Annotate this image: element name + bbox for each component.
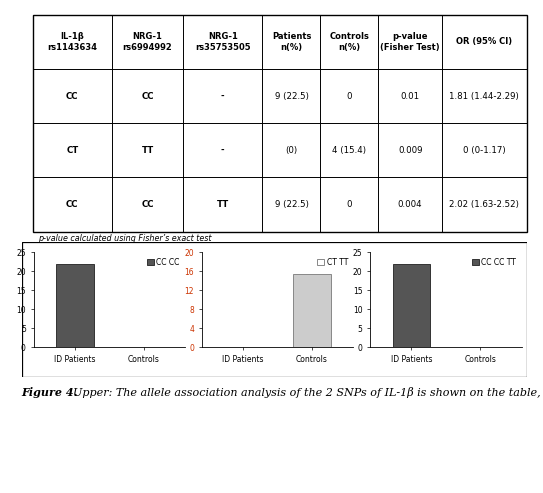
Text: Controls
n(%): Controls n(%) bbox=[330, 32, 369, 52]
Text: 0 (0-1.17): 0 (0-1.17) bbox=[463, 146, 506, 155]
Text: 0.004: 0.004 bbox=[398, 200, 422, 209]
Text: Figure 4.: Figure 4. bbox=[22, 387, 78, 398]
Text: 0: 0 bbox=[347, 200, 352, 209]
Text: 9 (22.5): 9 (22.5) bbox=[275, 200, 308, 209]
Text: CT: CT bbox=[66, 146, 78, 155]
Text: Upper: The allele association analysis of the 2 SNPs of IL-1β is shown on the ta: Upper: The allele association analysis o… bbox=[66, 387, 543, 398]
Bar bbox=[56, 264, 94, 347]
Legend: CC CC: CC CC bbox=[146, 256, 181, 268]
Text: NRG-1
rs6994992: NRG-1 rs6994992 bbox=[123, 32, 172, 52]
Text: 9 (22.5): 9 (22.5) bbox=[275, 92, 308, 101]
Text: OR (95% CI): OR (95% CI) bbox=[456, 37, 513, 46]
Bar bbox=[393, 264, 431, 347]
Text: TT: TT bbox=[141, 146, 154, 155]
Bar bbox=[293, 274, 331, 347]
Text: -: - bbox=[221, 92, 224, 101]
Text: IL-1β
rs1143634: IL-1β rs1143634 bbox=[47, 32, 97, 52]
Text: 0.009: 0.009 bbox=[398, 146, 422, 155]
Legend: CC CC TT: CC CC TT bbox=[471, 256, 518, 268]
Text: 4 (15.4): 4 (15.4) bbox=[332, 146, 367, 155]
Text: CC: CC bbox=[66, 92, 79, 101]
Text: CC: CC bbox=[66, 200, 79, 209]
Text: p-value
(Fisher Test): p-value (Fisher Test) bbox=[380, 32, 440, 52]
Text: (0): (0) bbox=[286, 146, 298, 155]
Text: 0.01: 0.01 bbox=[401, 92, 420, 101]
Text: Patients
n(%): Patients n(%) bbox=[272, 32, 311, 52]
Text: CC: CC bbox=[141, 200, 154, 209]
Text: CC: CC bbox=[141, 92, 154, 101]
Text: p-value calculated using Fisher’s exact test: p-value calculated using Fisher’s exact … bbox=[38, 234, 212, 243]
Text: TT: TT bbox=[217, 200, 229, 209]
Text: 1.81 (1.44-2.29): 1.81 (1.44-2.29) bbox=[450, 92, 519, 101]
Legend: CT TT: CT TT bbox=[316, 256, 350, 268]
Text: 2.02 (1.63-2.52): 2.02 (1.63-2.52) bbox=[450, 200, 519, 209]
Text: NRG-1
rs35753505: NRG-1 rs35753505 bbox=[195, 32, 250, 52]
Text: -: - bbox=[221, 146, 224, 155]
Text: 0: 0 bbox=[347, 92, 352, 101]
